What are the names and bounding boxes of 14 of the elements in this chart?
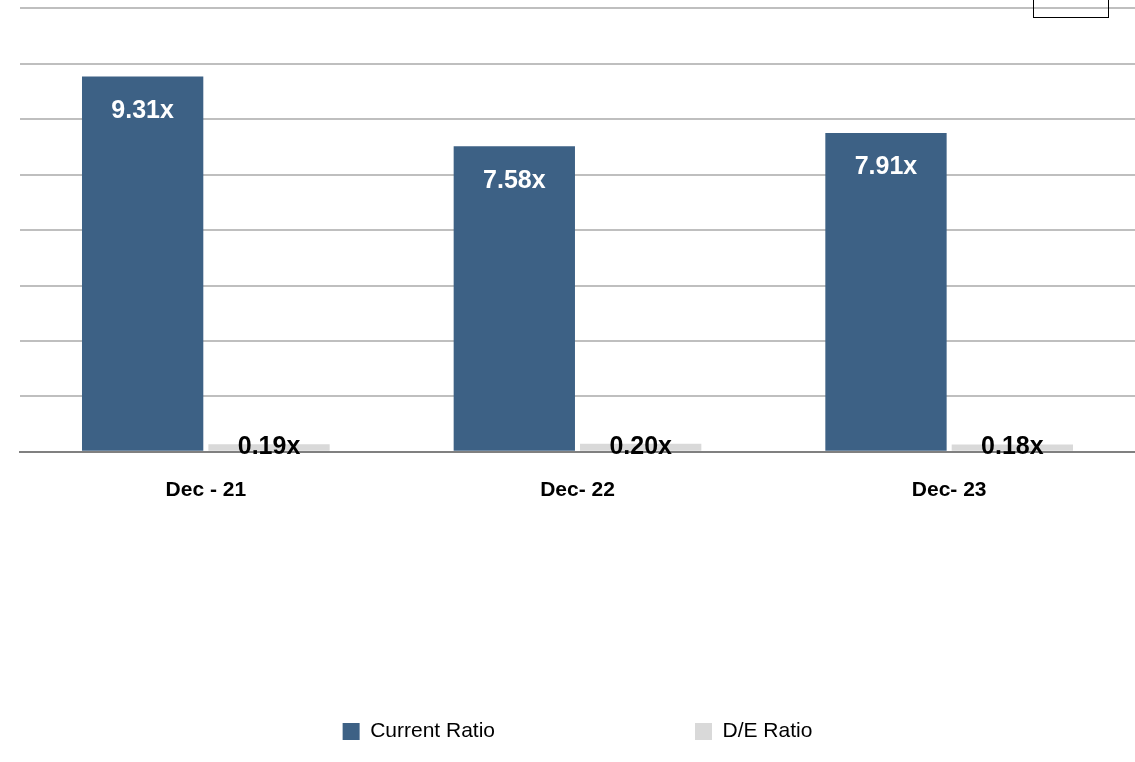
data-label: 0.18x [981, 431, 1044, 460]
x-tick-label: Dec- 22 [540, 477, 615, 501]
bar [81, 76, 204, 451]
x-tick-label: Dec - 21 [165, 477, 247, 501]
data-label: 7.58x [483, 164, 546, 193]
legend-label: D/E Ratio [722, 718, 813, 742]
data-label: 9.31x [111, 94, 175, 123]
bar [453, 146, 575, 451]
legend-label: Current Ratio [370, 718, 496, 742]
x-tick-label: Dec- 23 [911, 477, 987, 501]
data-label: 0.19x [237, 431, 301, 460]
data-label: 0.20x [609, 431, 673, 460]
data-label: 7.91x [854, 151, 918, 180]
bar [825, 132, 947, 451]
